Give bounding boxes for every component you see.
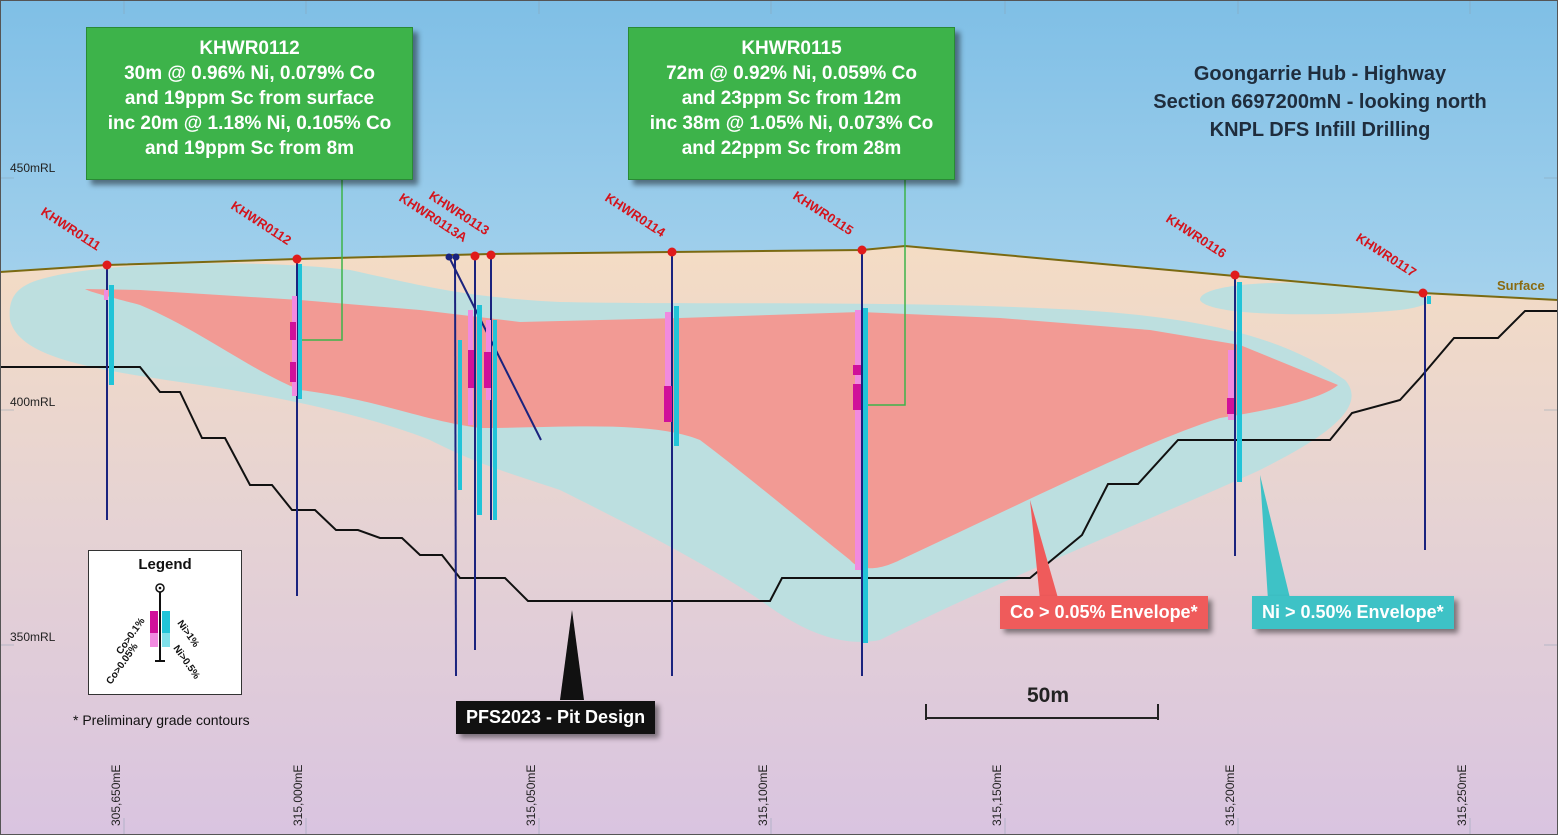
legend-graphic: Co>0.1% Co>0.05% Ni>1% Ni>0.5% [104,583,202,687]
legend: Legend Co>0.1% Co>0.05% Ni>1% Ni>0.5% [88,550,242,695]
callout-leader-left [300,172,343,341]
collar-khwr0115 [857,245,867,255]
ni-envelope-pod [1200,282,1428,315]
easting-label-4: 315,100mE [756,765,770,826]
callout-khwr0115-hole: KHWR0115 [741,38,842,59]
callout-khwr0112-line2: and 19ppm Sc from surface [124,88,375,109]
footnote: * Preliminary grade contours [73,712,250,728]
collar-khwr0117 [1418,288,1428,298]
pit-tag-pointer [560,610,584,700]
callout-khwr0115-line3: inc 38m @ 1.05% Ni, 0.073% Co [649,113,934,134]
title-line-3: KNPL DFS Infill Drilling [1209,119,1431,141]
easting-label-1: 305,650mE [109,765,123,826]
section-title: Goongarrie Hub - Highway Section 6697200… [1100,60,1540,144]
collar-khwr0112 [292,254,302,264]
collar-khwr0111 [102,260,112,270]
callout-khwr0112-hole: KHWR0112 [199,38,300,59]
easting-label-7: 315,250mE [1455,765,1469,826]
pit-design-tag-text: PFS2023 - Pit Design [466,707,646,727]
easting-label-2: 315,000mE [291,765,305,826]
callout-leader-right [866,172,906,406]
callout-khwr0112-line1: 30m @ 0.96% Ni, 0.079% Co [124,63,375,84]
ni-tag-pointer [1260,475,1290,600]
callout-khwr0112-line4: and 19ppm Sc from 8m [144,138,355,159]
pit-design-outline [0,310,1558,602]
collar-khwr0113-1 [470,251,480,261]
callout-khwr0112-line3: inc 20m @ 1.18% Ni, 0.105% Co [107,113,392,134]
scale-bar-label: 50m [1027,684,1070,707]
rl-labels: 450mRL 400mRL 350mRL [10,161,56,644]
ni-envelope-tag-text: Ni > 0.50% Envelope* [1262,602,1444,622]
callout-khwr0115: KHWR0115 72m @ 0.92% Ni, 0.059% Co and 2… [628,27,955,180]
collar-khwr0114 [667,247,677,257]
easting-labels: 305,650mE 315,000mE 315,050mE 315,100mE … [109,765,1469,826]
legend-ni-low: Ni>0.5% [171,643,202,681]
pit-design-tag: PFS2023 - Pit Design [456,701,656,734]
callout-khwr0115-line4: and 22ppm Sc from 28m [681,138,902,159]
legend-title: Legend [138,556,192,573]
collar-khwr0113-2 [486,250,496,260]
callout-khwr0115-line2: and 23ppm Sc from 12m [681,88,902,109]
callout-khwr0115-line1: 72m @ 0.92% Ni, 0.059% Co [666,63,917,84]
ni-envelope-tag: Ni > 0.50% Envelope* [1252,596,1454,629]
co-envelope-tag-text: Co > 0.05% Envelope* [1010,602,1198,622]
collar-khwr0113a-2 [452,253,460,261]
collar-khwr0113a-1 [445,253,453,261]
rl-label-400: 400mRL [10,395,56,409]
title-line-1: Goongarrie Hub - Highway [1193,63,1447,85]
co-envelope-shape [85,289,1338,569]
assay-bars [104,264,1431,643]
co-envelope-tag: Co > 0.05% Envelope* [1000,596,1208,629]
collar-khwr0116 [1230,270,1240,280]
easting-label-5: 315,150mE [990,765,1004,826]
surface-label: Surface [1497,278,1545,293]
rl-label-350: 350mRL [10,630,56,644]
easting-label-3: 315,050mE [524,765,538,826]
co-tag-pointer [1030,500,1058,600]
title-line-2: Section 6697200mN - looking north [1153,91,1487,113]
callout-khwr0112: KHWR0112 30m @ 0.96% Ni, 0.079% Co and 1… [86,27,413,180]
scale-bar [925,704,1159,720]
easting-label-6: 315,200mE [1223,765,1237,826]
surface-line [0,244,1558,301]
rl-label-450: 450mRL [10,161,56,175]
collar-markers [102,245,1428,298]
